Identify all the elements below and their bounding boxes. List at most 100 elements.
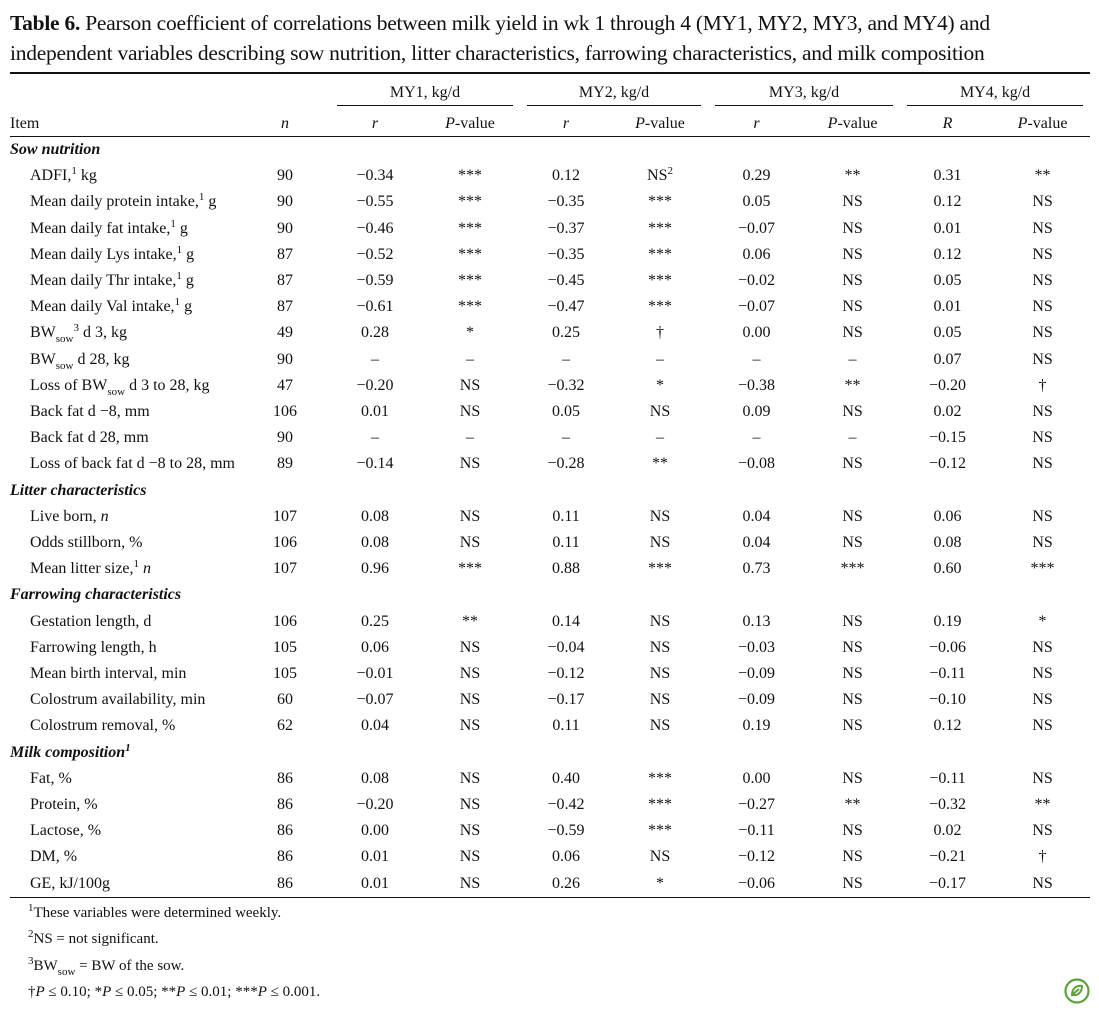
text: −0.37: [547, 219, 585, 237]
value-cell: 0.05: [708, 189, 805, 215]
text: NS: [1032, 534, 1053, 552]
n-cell: 90: [240, 425, 330, 451]
text-sup: 1: [133, 558, 140, 571]
text: NS: [459, 691, 481, 709]
value-cell: −0.28: [520, 451, 612, 477]
value-cell: 0.25: [330, 609, 420, 635]
text: −0.11: [929, 769, 966, 787]
text: NS: [459, 717, 481, 735]
value-cell: 0.13: [708, 609, 805, 635]
text-text: BW: [33, 957, 58, 974]
text-text: Lactose, %: [30, 822, 102, 840]
text-sub: sow: [55, 333, 74, 346]
value-cell: −0.46: [330, 216, 420, 242]
text: NS: [842, 219, 863, 237]
n-cell: 47: [240, 373, 330, 399]
text: NS: [842, 665, 863, 683]
value-cell: NS: [995, 713, 1090, 739]
text: −0.06: [738, 874, 776, 892]
item-cell: Loss of back fat d −8 to 28, mm: [10, 451, 240, 477]
value-cell: −0.61: [330, 294, 420, 320]
text-i: r: [753, 115, 760, 132]
value-cell: NS: [995, 635, 1090, 661]
text: 0.96: [361, 560, 389, 578]
text: 86: [277, 769, 293, 787]
text: 0.08: [361, 534, 389, 552]
text-i: P: [102, 983, 112, 1000]
item-cell: Live born, n: [10, 504, 240, 530]
text: −0.11: [738, 822, 775, 840]
text: −0.20: [929, 376, 967, 394]
text-text: g: [175, 219, 188, 237]
text: NS: [842, 822, 863, 840]
value-cell: 0.04: [708, 504, 805, 530]
text-text: Mean litter size,: [30, 560, 134, 578]
item-cell: Mean daily Val intake,1 g: [10, 294, 240, 320]
value-cell: 0.88: [520, 556, 612, 582]
text-text: g: [204, 193, 217, 211]
value-cell: −0.20: [330, 373, 420, 399]
text: −0.11: [929, 665, 966, 683]
value-cell: NS: [805, 766, 900, 792]
value-cell: NS: [420, 871, 520, 898]
text: ***: [458, 560, 482, 578]
text: −0.04: [547, 638, 585, 656]
value-cell: −0.12: [708, 844, 805, 870]
text: 0.28: [361, 324, 389, 342]
value-cell: 0.05: [520, 399, 612, 425]
text: –: [562, 429, 571, 447]
text-text: d 28, kg: [73, 350, 130, 368]
text-text: -value: [837, 115, 878, 132]
value-cell: 0.60: [900, 556, 995, 582]
n-cell: 90: [240, 163, 330, 189]
text: –: [752, 350, 761, 368]
value-cell: 0.11: [520, 530, 612, 556]
value-cell: NS: [805, 635, 900, 661]
text: NS: [459, 534, 481, 552]
value-cell: 0.28: [330, 320, 420, 346]
value-cell: −0.59: [520, 818, 612, 844]
value-cell: –: [708, 425, 805, 451]
value-cell: 0.07: [900, 347, 995, 373]
value-cell: NS: [612, 609, 708, 635]
value-cell: –: [612, 425, 708, 451]
text: †: [1038, 848, 1047, 866]
value-cell: 0.12: [900, 242, 995, 268]
value-cell: NS: [612, 713, 708, 739]
text-text: BW: [30, 324, 56, 342]
text-text: Loss of back fat d −8 to 28, mm: [30, 455, 235, 473]
text: NS: [1032, 324, 1053, 342]
text-text: Gestation length, d: [30, 612, 152, 630]
text: 0.05: [933, 272, 962, 290]
value-cell: −0.17: [520, 687, 612, 713]
text: –: [466, 429, 474, 447]
value-cell: −0.47: [520, 294, 612, 320]
data-row: Colostrum removal, % 62 0.04 NS 0.11 NS 0.19 NS…: [10, 713, 1090, 739]
text: NS: [1032, 665, 1053, 683]
value-cell: NS: [805, 189, 900, 215]
text-text: d 3, kg: [79, 324, 128, 342]
data-row: DM, % 86 0.01 NS 0.06 NS −0.12 NS −0.21 †: [10, 844, 1090, 870]
text: 90: [277, 167, 293, 185]
data-row: Fat, % 86 0.08 NS 0.40 *** 0.00 NS −0.11 NS: [10, 766, 1090, 792]
value-cell: 0.01: [900, 294, 995, 320]
text-text: g: [182, 245, 195, 263]
data-row: Farrowing length, h 105 0.06 NS −0.04 NS −0.03…: [10, 635, 1090, 661]
footnote: 2NS = not significant.: [28, 926, 320, 952]
text-text: -value: [644, 115, 685, 132]
text: −0.12: [929, 455, 967, 473]
text: NS: [649, 534, 671, 552]
text: ***: [648, 219, 673, 237]
section-row: Milk composition1: [10, 740, 1090, 766]
text: NS: [649, 848, 671, 866]
text-i: R: [942, 115, 953, 132]
text-text: Fat, %: [30, 769, 72, 787]
text: NS: [1032, 429, 1053, 447]
text: Item: [10, 115, 40, 132]
text: NS: [1032, 507, 1053, 525]
item-cell: BWsow d 28, kg: [10, 347, 240, 373]
value-cell: −0.09: [708, 687, 805, 713]
text: 106: [273, 612, 297, 630]
text-text: Mean daily protein intake,: [30, 193, 199, 211]
value-cell: 0.09: [708, 399, 805, 425]
